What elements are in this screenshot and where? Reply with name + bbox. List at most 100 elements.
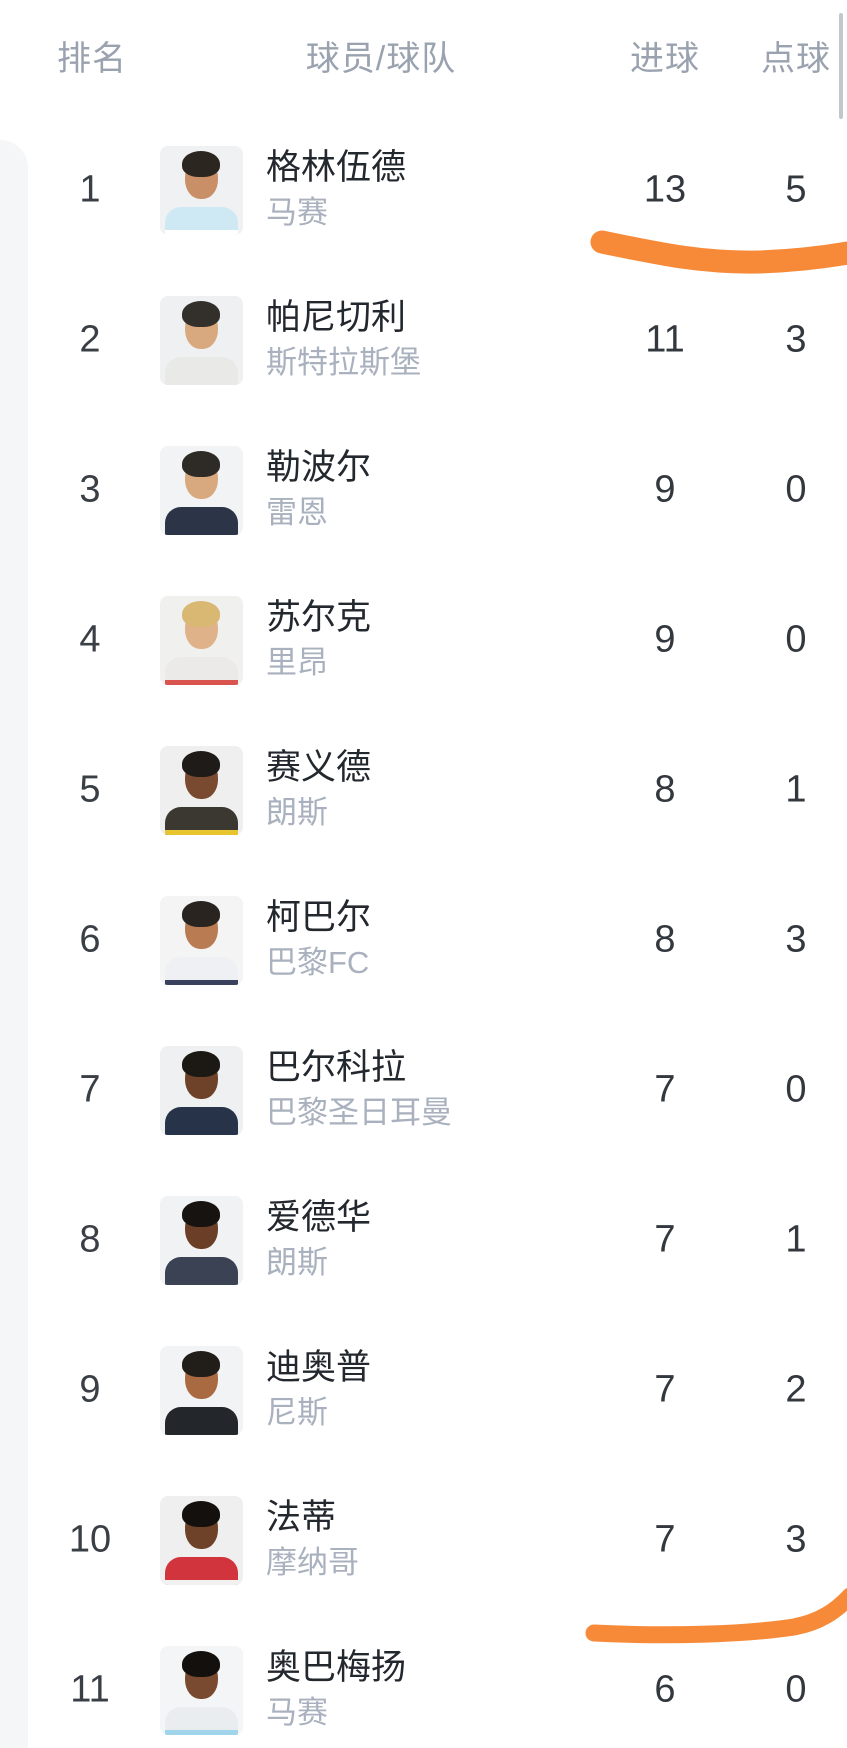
goals-value: 8 (654, 918, 676, 961)
player-name-block: 格林伍德 马赛 (266, 146, 406, 234)
rank-value: 6 (79, 918, 101, 961)
player-name-block: 苏尔克 里昂 (266, 596, 371, 684)
player-name-block: 勒波尔 雷恩 (266, 446, 371, 534)
team-name: 朗斯 (266, 1245, 328, 1280)
goals-value: 9 (654, 618, 676, 661)
player-name-block: 赛义德 朗斯 (266, 746, 371, 834)
penalties-value: 3 (785, 318, 807, 361)
player-name-block: 法蒂 摩纳哥 (266, 1496, 359, 1584)
player-name: 巴尔科拉 (266, 1048, 407, 1087)
penalties-value: 0 (785, 618, 807, 661)
avatar-hair (182, 601, 220, 627)
team-name: 里昂 (266, 645, 328, 680)
rank-value: 10 (68, 1518, 112, 1561)
column-header-goals: 进球 (630, 40, 700, 78)
team-name: 朗斯 (266, 795, 328, 830)
avatar-shirt-accent (165, 1730, 238, 1735)
avatar-hair (182, 751, 220, 777)
rank-value: 4 (79, 618, 101, 661)
table-row[interactable]: 6 柯巴尔 巴黎FC 8 3 (0, 865, 847, 1015)
player-name: 爱德华 (266, 1198, 372, 1237)
penalties-value: 3 (785, 918, 807, 961)
goals-value: 6 (654, 1668, 676, 1711)
player-avatar (160, 896, 243, 985)
rank-value: 5 (79, 768, 101, 811)
column-header-player: 球员/球队 (305, 40, 457, 78)
player-avatar (160, 1046, 243, 1135)
player-avatar (160, 1346, 243, 1435)
rank-value: 9 (79, 1368, 101, 1411)
table-row[interactable]: 4 苏尔克 里昂 9 0 (0, 565, 847, 715)
goals-value: 11 (645, 318, 685, 361)
scrollbar-thumb[interactable] (839, 13, 843, 119)
avatar-shirt-accent (165, 230, 238, 235)
avatar-hair (182, 451, 220, 477)
avatar-shirt (165, 507, 238, 535)
player-name: 柯巴尔 (266, 898, 372, 937)
table-row[interactable]: 2 帕尼切利 斯特拉斯堡 11 3 (0, 265, 847, 415)
avatar-shirt-accent (165, 1580, 238, 1585)
goals-value: 7 (654, 1068, 676, 1111)
player-name-block: 迪奥普 尼斯 (266, 1346, 371, 1434)
team-name: 马赛 (266, 195, 328, 230)
penalties-value: 0 (785, 468, 807, 511)
table-row[interactable]: 10 法蒂 摩纳哥 7 3 (0, 1465, 847, 1615)
avatar-shirt (165, 1407, 238, 1435)
penalties-value: 5 (785, 168, 807, 211)
penalties-value: 0 (785, 1068, 807, 1111)
player-avatar (160, 596, 243, 685)
rank-value: 8 (79, 1218, 101, 1261)
avatar-shirt (165, 807, 238, 835)
player-name: 迪奥普 (266, 1348, 372, 1387)
avatar-shirt (165, 957, 238, 985)
team-name: 巴黎FC (266, 945, 370, 980)
player-avatar (160, 1496, 243, 1585)
avatar-hair (182, 1051, 220, 1077)
team-name: 摩纳哥 (266, 1545, 359, 1580)
goals-value: 13 (643, 168, 687, 211)
goals-value: 8 (654, 768, 676, 811)
player-avatar (160, 146, 243, 235)
player-name: 帕尼切利 (266, 298, 407, 337)
player-name-block: 巴尔科拉 巴黎圣日耳曼 (266, 1046, 452, 1134)
avatar-hair (182, 151, 220, 177)
table-row[interactable]: 5 赛义德 朗斯 8 1 (0, 715, 847, 865)
team-name: 巴黎圣日耳曼 (266, 1095, 452, 1130)
player-name-block: 爱德华 朗斯 (266, 1196, 371, 1284)
background-card-edge (0, 140, 28, 1748)
table-row[interactable]: 1 格林伍德 马赛 13 5 (0, 115, 847, 265)
avatar-shirt-accent (165, 980, 238, 985)
avatar-shirt (165, 657, 238, 685)
player-avatar (160, 746, 243, 835)
goals-value: 9 (654, 468, 676, 511)
table-row[interactable]: 7 巴尔科拉 巴黎圣日耳曼 7 0 (0, 1015, 847, 1165)
column-header-rank: 排名 (57, 40, 127, 78)
penalties-value: 1 (785, 1218, 807, 1261)
player-name-block: 柯巴尔 巴黎FC (266, 896, 371, 984)
player-name: 法蒂 (266, 1498, 337, 1537)
table-row[interactable]: 3 勒波尔 雷恩 9 0 (0, 415, 847, 565)
avatar-shirt (165, 1107, 238, 1135)
avatar-hair (182, 901, 220, 927)
avatar-shirt (165, 1557, 238, 1585)
penalties-value: 0 (785, 1668, 807, 1711)
table-row[interactable]: 11 奥巴梅扬 马赛 6 0 (0, 1615, 847, 1748)
avatar-hair (182, 1651, 220, 1677)
avatar-shirt (165, 357, 238, 385)
goals-value: 7 (654, 1368, 676, 1411)
player-name: 奥巴梅扬 (266, 1648, 407, 1687)
table-row[interactable]: 8 爱德华 朗斯 7 1 (0, 1165, 847, 1315)
player-avatar (160, 296, 243, 385)
avatar-hair (182, 1201, 220, 1227)
player-name-block: 帕尼切利 斯特拉斯堡 (266, 296, 421, 384)
goals-value: 7 (654, 1218, 676, 1261)
player-name: 勒波尔 (266, 448, 372, 487)
rank-value: 1 (79, 168, 101, 211)
penalties-value: 3 (785, 1518, 807, 1561)
avatar-shirt-accent (165, 830, 238, 835)
table-row[interactable]: 9 迪奥普 尼斯 7 2 (0, 1315, 847, 1465)
column-header-penalties: 点球 (761, 40, 831, 78)
avatar-shirt (165, 1257, 238, 1285)
player-name-block: 奥巴梅扬 马赛 (266, 1646, 406, 1734)
penalties-value: 2 (785, 1368, 807, 1411)
